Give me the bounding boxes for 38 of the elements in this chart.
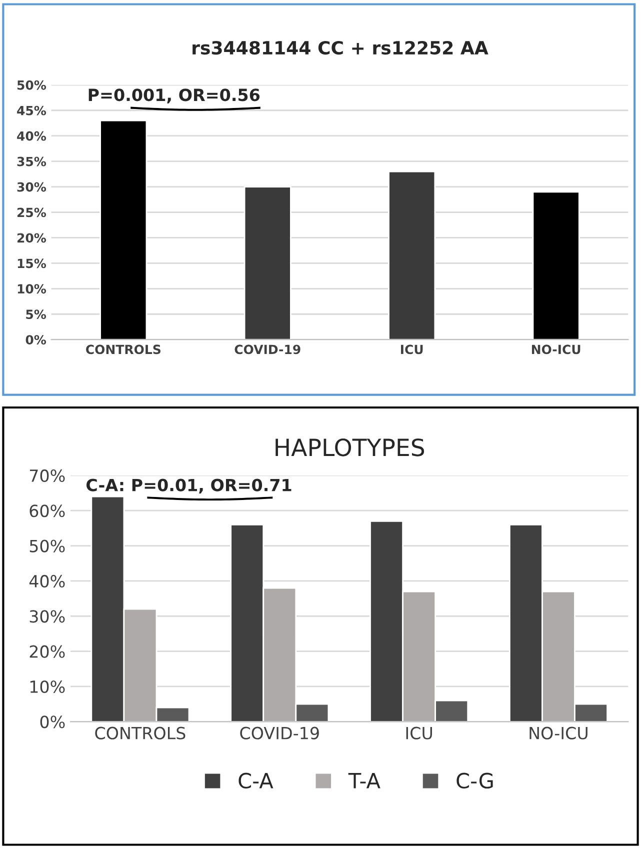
- y-tick-label: 30%: [30, 610, 65, 623]
- bar: [532, 191, 580, 340]
- x-tick-label: NO-ICU: [532, 344, 580, 354]
- x-tick-label: CONTROLS: [86, 344, 160, 354]
- y-tick-label: 40%: [17, 131, 46, 141]
- y-tick-label: 10%: [30, 680, 65, 694]
- y-tick-label: 40%: [29, 574, 65, 588]
- chart-title: rs34481144 CC + rs12252 AA: [192, 40, 488, 55]
- legend-label: C-G: [456, 772, 493, 789]
- y-tick-label: 10%: [18, 284, 46, 294]
- y-tick-label: 15%: [18, 258, 46, 268]
- x-tick-label: COVID-19: [234, 344, 300, 354]
- x-tick-label: CONTROLS: [95, 726, 186, 740]
- y-tick-label: 0%: [40, 716, 65, 728]
- bar: [244, 186, 292, 340]
- y-tick-label: 45%: [17, 106, 46, 116]
- x-tick-label: ICU: [406, 726, 432, 740]
- y-tick-label: 50%: [17, 80, 46, 90]
- y-tick-label: 20%: [30, 645, 65, 658]
- bar: [388, 170, 436, 340]
- y-tick-label: 35%: [17, 156, 46, 166]
- x-tick-label: ICU: [401, 344, 423, 354]
- x-tick-label: NO-ICU: [530, 726, 588, 740]
- y-tick-label: 5%: [26, 310, 46, 320]
- y-tick-label: 60%: [30, 504, 65, 518]
- y-tick-label: 0%: [26, 335, 46, 345]
- annotation: C-A: P=0.01, OR=0.71: [86, 478, 292, 494]
- legend-label: C-A: [238, 772, 274, 789]
- x-tick-label: COVID-19: [240, 726, 319, 740]
- y-tick-label: 30%: [17, 182, 46, 192]
- legend-label: T-A: [348, 773, 380, 788]
- y-tick-label: 25%: [17, 208, 46, 218]
- y-tick-label: 50%: [30, 540, 65, 552]
- annotation: P=0.001, OR=0.56: [88, 88, 260, 104]
- bar: [100, 120, 148, 340]
- y-tick-label: 70%: [30, 469, 65, 482]
- y-tick-label: 20%: [17, 233, 46, 243]
- chart-title: HAPLOTYPES: [276, 438, 424, 456]
